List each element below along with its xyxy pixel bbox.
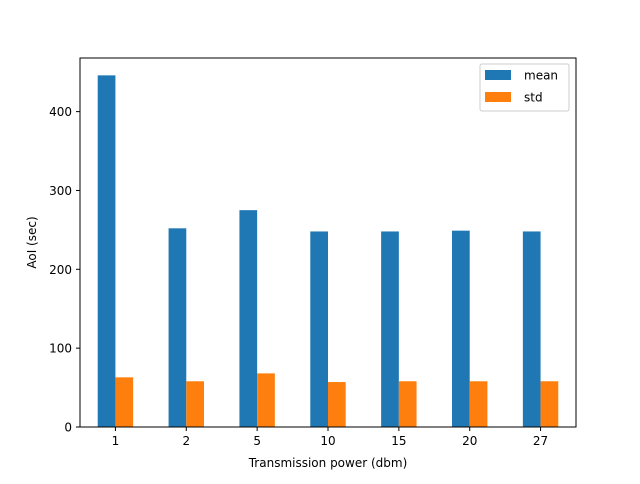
legend-swatch-mean [485, 70, 511, 80]
y-tick-label: 200 [49, 263, 72, 277]
x-tick-label: 27 [533, 434, 548, 448]
x-tick-label: 15 [391, 434, 406, 448]
y-ticks: 0 100 200 300 400 [49, 105, 80, 435]
bar-mean-2 [168, 228, 187, 427]
legend-label-mean: mean [524, 69, 558, 83]
bar-std-5 [257, 373, 275, 427]
y-tick-label: 0 [64, 421, 72, 435]
bar-mean-10 [310, 231, 328, 427]
y-axis-label: AoI (sec) [25, 216, 39, 268]
y-tick-label: 100 [49, 342, 72, 356]
bar-std-10 [328, 382, 346, 427]
bar-std-2 [186, 381, 204, 427]
y-tick-label: 300 [49, 184, 72, 198]
legend-label-std: std [524, 91, 543, 105]
bar-mean-15 [381, 231, 399, 427]
bar-mean-1 [97, 75, 116, 427]
x-tick-label: 2 [182, 434, 190, 448]
legend-swatch-std [485, 92, 511, 102]
x-axis-label: Transmission power (dbm) [248, 456, 408, 470]
bars-layer [97, 75, 559, 427]
bar-std-15 [398, 381, 417, 427]
x-tick-label: 5 [253, 434, 261, 448]
legend: mean std [479, 63, 570, 112]
bar-mean-5 [239, 210, 258, 427]
x-ticks: 1 2 5 10 15 20 27 [112, 427, 548, 448]
x-tick-label: 10 [320, 434, 335, 448]
bar-mean-27 [522, 231, 541, 427]
bar-mean-20 [452, 230, 470, 427]
bar-std-27 [540, 381, 559, 427]
x-tick-label: 1 [112, 434, 120, 448]
y-tick-label: 400 [49, 105, 72, 119]
bar-std-1 [115, 377, 134, 427]
x-tick-label: 20 [462, 434, 477, 448]
bar-std-20 [469, 381, 488, 427]
